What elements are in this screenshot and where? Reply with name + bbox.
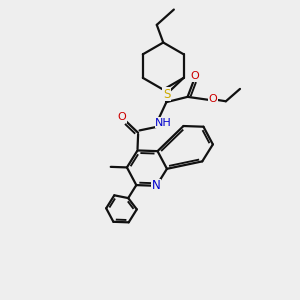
Text: O: O [208, 94, 217, 104]
Text: O: O [118, 112, 127, 122]
Text: S: S [163, 88, 170, 100]
Text: N: N [152, 179, 161, 192]
Text: O: O [191, 71, 200, 81]
Text: NH: NH [155, 118, 172, 128]
